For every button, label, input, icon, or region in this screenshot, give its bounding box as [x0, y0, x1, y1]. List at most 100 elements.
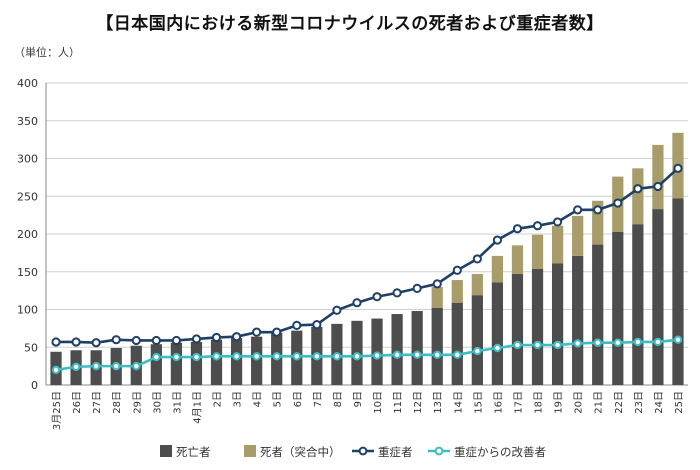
x-tick-label: 9日 — [353, 391, 364, 407]
point-severe — [111, 335, 121, 345]
unit-label: （単位：人） — [14, 46, 80, 59]
bar-deaths-pending — [652, 144, 664, 210]
point-recovered — [312, 352, 322, 361]
point-recovered — [392, 350, 402, 359]
bar-deaths — [511, 274, 524, 385]
x-tick-label: 18日 — [534, 391, 545, 414]
point-recovered — [513, 340, 522, 350]
x-tick-label: 13日 — [433, 391, 444, 414]
point-recovered — [332, 352, 342, 361]
bar-deaths-pending — [471, 274, 483, 296]
legend-label: 重症者 — [378, 445, 413, 459]
bar-deaths — [150, 344, 162, 385]
point-recovered — [272, 352, 281, 361]
point-recovered — [653, 337, 663, 347]
legend-swatch — [160, 445, 172, 457]
point-severe — [613, 198, 623, 208]
point-severe — [472, 254, 482, 264]
point-recovered — [292, 352, 301, 361]
y-tick-label: 0 — [31, 379, 38, 392]
point-severe — [191, 334, 202, 344]
x-tick-label: 3日 — [233, 391, 244, 407]
point-recovered — [613, 338, 622, 347]
bar-deaths — [551, 263, 564, 385]
point-severe — [432, 279, 442, 289]
point-severe — [392, 288, 402, 298]
point-severe — [512, 224, 523, 234]
line-recovered — [55, 338, 679, 372]
bar-deaths — [411, 311, 423, 385]
bar-deaths — [391, 314, 403, 385]
point-recovered — [352, 352, 362, 361]
bar-deaths — [491, 282, 504, 385]
legend-label: 重症からの改善者 — [454, 445, 546, 459]
x-tick-label: 30日 — [152, 391, 163, 414]
y-tick-label: 250 — [17, 190, 38, 203]
point-severe — [312, 320, 322, 330]
point-severe — [452, 265, 462, 275]
legend-swatch — [244, 445, 256, 457]
point-recovered — [252, 352, 261, 361]
y-tick-label: 50 — [24, 341, 38, 354]
bar-deaths — [652, 209, 664, 385]
point-severe — [412, 283, 422, 293]
point-severe — [552, 217, 563, 227]
point-severe — [91, 338, 101, 348]
y-tick-label: 150 — [17, 266, 38, 279]
legend-label: 死亡者 — [176, 445, 211, 459]
x-tick-label: 16日 — [493, 391, 504, 414]
legend-item-severe: 重症者 — [352, 445, 413, 459]
point-severe — [352, 298, 362, 308]
legend-item-deaths-pending: 死者（突合中） — [244, 445, 341, 459]
line-series-severe — [51, 163, 683, 348]
x-tick-label: 3月25日 — [51, 391, 63, 430]
legend-item-deaths: 死亡者 — [160, 445, 211, 459]
point-recovered — [192, 352, 201, 362]
bar-deaths — [431, 307, 443, 385]
point-recovered — [372, 351, 382, 360]
line-severe — [56, 167, 679, 345]
bar-deaths — [632, 224, 644, 385]
y-tick-label: 400 — [17, 77, 38, 90]
bar-deaths — [471, 295, 483, 385]
point-severe — [252, 327, 262, 337]
point-severe — [372, 292, 382, 302]
point-recovered — [433, 350, 442, 359]
legend-marker — [358, 446, 368, 456]
point-recovered — [112, 361, 121, 371]
bar-deaths-pending — [431, 286, 443, 308]
point-severe — [332, 305, 342, 315]
x-tick-label: 2日 — [213, 391, 224, 407]
x-tick-label: 10日 — [373, 391, 384, 414]
x-tick-label: 22日 — [614, 391, 625, 414]
bar-deaths — [592, 244, 604, 385]
point-recovered — [633, 337, 643, 347]
bar-deaths — [170, 342, 183, 385]
point-severe — [653, 181, 663, 192]
bar-deaths — [572, 255, 584, 385]
bar-deaths-pending — [572, 215, 584, 256]
point-severe — [171, 335, 182, 346]
legend-marker — [434, 446, 444, 456]
bar-deaths-pending — [511, 245, 524, 275]
point-severe — [272, 327, 282, 337]
bar-deaths — [672, 198, 684, 385]
point-severe — [211, 332, 222, 343]
point-recovered — [132, 361, 141, 371]
x-tick-label: 11日 — [393, 391, 404, 414]
x-tick-label: 4日 — [253, 391, 264, 407]
point-recovered — [172, 352, 181, 362]
line-series-recovered — [51, 335, 683, 375]
x-tick-label: 6日 — [293, 391, 304, 407]
bar-deaths — [451, 302, 463, 385]
point-recovered — [493, 343, 502, 353]
x-tick-label: 14日 — [453, 391, 464, 414]
bar-deaths-pending — [551, 225, 564, 264]
x-tick-label: 5日 — [273, 391, 284, 407]
bar-deaths — [531, 268, 544, 385]
x-tick-label: 20日 — [574, 391, 585, 414]
bar-deaths — [251, 336, 263, 385]
point-recovered — [593, 338, 602, 347]
